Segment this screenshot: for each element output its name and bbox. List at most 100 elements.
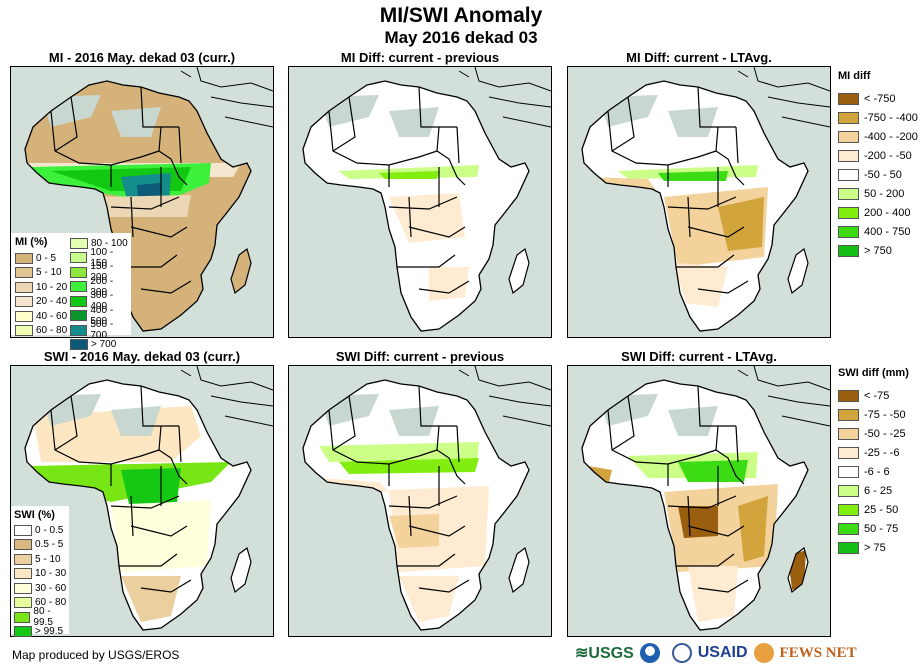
country-border [667,495,737,509]
africa-coastline [581,379,809,631]
country-border [140,385,179,427]
legend-label: 50 - 75 [864,522,899,535]
mi-diff-legend: MI diff < -750 -750 - -400 -400 - -200 -200… [838,70,918,260]
eurasia-border [737,369,749,377]
map-svg [24,366,273,631]
fews-net-logo: FEWS NET [779,644,857,661]
swi-diff-legend-item: -50 - -25 [838,424,909,443]
eurasia-border [196,366,273,391]
mi-diff-legend-item: -50 - 50 [838,165,918,184]
legend-label: < -750 [864,92,896,105]
swi-diff-legend-item: -75 - -50 [838,405,909,424]
madagascar-land [509,548,529,592]
anomaly-patches [588,95,768,307]
country-border [130,525,188,537]
mi-legend-item: 300 - 400 [69,290,131,312]
country-border [54,96,78,152]
anomaly-patch [399,576,459,622]
anomaly-patches [588,394,806,622]
mi-legend: MI (%) 0 - 5 5 - 10 10 - 20 20 - 40 40 - 60 6… [11,233,131,351]
legend-swatch [838,92,859,105]
country-border [130,196,134,238]
legend-label: 100 - 150 [90,246,114,269]
country-border [54,395,78,451]
map-svg [581,366,830,631]
legend-label: 80 - 99.5 [33,606,53,629]
madagascar-coastline [787,247,809,295]
map-mi-diff-ltavg [567,66,831,338]
mi-diff-legend-item: -400 - -200 [838,127,918,146]
anomaly-patch [429,267,469,301]
country-border [697,280,749,294]
legend-label: -6 - 6 [864,465,890,478]
anomaly-patch [678,460,748,482]
country-border [436,449,466,485]
swi-legend-item: 60 - 80 [14,596,69,611]
legend-swatch [14,611,31,623]
legend-label: > 700 [90,339,117,351]
legend-swatch [14,568,32,580]
anomaly-patch [668,107,718,137]
swi-legend-item: 0 - 0.5 [14,523,69,538]
legend-swatch [838,389,859,402]
swi-legend-item: 10 - 30 [14,567,69,582]
eurasia-border [224,116,273,128]
legend-swatch [838,427,859,440]
legend-swatch [15,310,33,322]
swi-legend-title: SWI (%) [14,509,55,521]
country-border [735,126,739,164]
mi-legend-item: 500 - 700 [69,319,131,341]
country-border [456,425,460,463]
usgs-logo: ≋USGS [575,645,634,662]
map-svg [581,67,830,332]
mi-legend-title: MI (%) [15,236,48,248]
panel-title-swi-current: SWI - 2016 May. dekad 03 (curr.) [43,349,241,364]
swi-legend-item: 0.5 - 5 [14,538,69,553]
sub-title: May 2016 dekad 03 [384,28,538,47]
mi-diff-legend-title: MI diff [838,70,871,82]
madagascar-coastline [508,546,530,594]
legend-swatch [838,446,859,459]
legend-swatch [14,582,32,594]
swi-diff-legend-item: > 75 [838,538,909,557]
anomaly-patch [339,458,479,474]
anomaly-patches [25,95,241,217]
legend-label: 150 - 200 [90,261,114,284]
country-border [408,525,466,537]
mi-legend-item: 20 - 40 [15,295,70,310]
logo-bar: ≋USGS USAID FEWS NET [575,640,857,666]
anomaly-patches [319,95,479,301]
swi-legend: SWI (%) 0 - 0.5 0.5 - 5 5 - 10 10 - 30 30 - … [11,506,69,638]
anomaly-patch [121,576,181,622]
country-border [418,86,457,128]
legend-swatch [838,465,859,478]
anomaly-patch [389,406,439,436]
legend-swatch [838,541,859,554]
eurasia-border [502,415,551,427]
country-border [110,495,180,509]
country-border [418,280,470,294]
madagascar-coastline [787,546,809,594]
usaid-seal-icon [671,643,692,663]
madagascar-coastline [230,247,252,295]
legend-label: 60 - 80 [36,325,68,337]
map-svg [24,67,273,332]
legend-label: 60 - 80 [35,597,67,609]
swi-diff-legend-item: -6 - 6 [838,462,909,481]
mi-legend-item: 0 - 5 [15,251,70,266]
anomaly-patch [389,107,439,137]
country-border [687,196,691,238]
mi-legend-item: 40 - 60 [15,309,70,324]
anomaly-patch [674,263,728,307]
country-border [687,226,745,238]
madagascar-coastline [230,546,252,594]
eurasia-border [180,70,192,78]
legend-label: 200 - 400 [864,206,911,219]
swi-diff-legend-item: 6 - 25 [838,481,909,500]
country-border [408,226,466,238]
legend-label: -75 - -50 [864,408,906,421]
legend-label: 5 - 10 [35,553,61,565]
legend-swatch [15,267,33,279]
anomaly-patch [678,506,718,538]
mi-legend-item: 400 - 500 [69,305,131,327]
